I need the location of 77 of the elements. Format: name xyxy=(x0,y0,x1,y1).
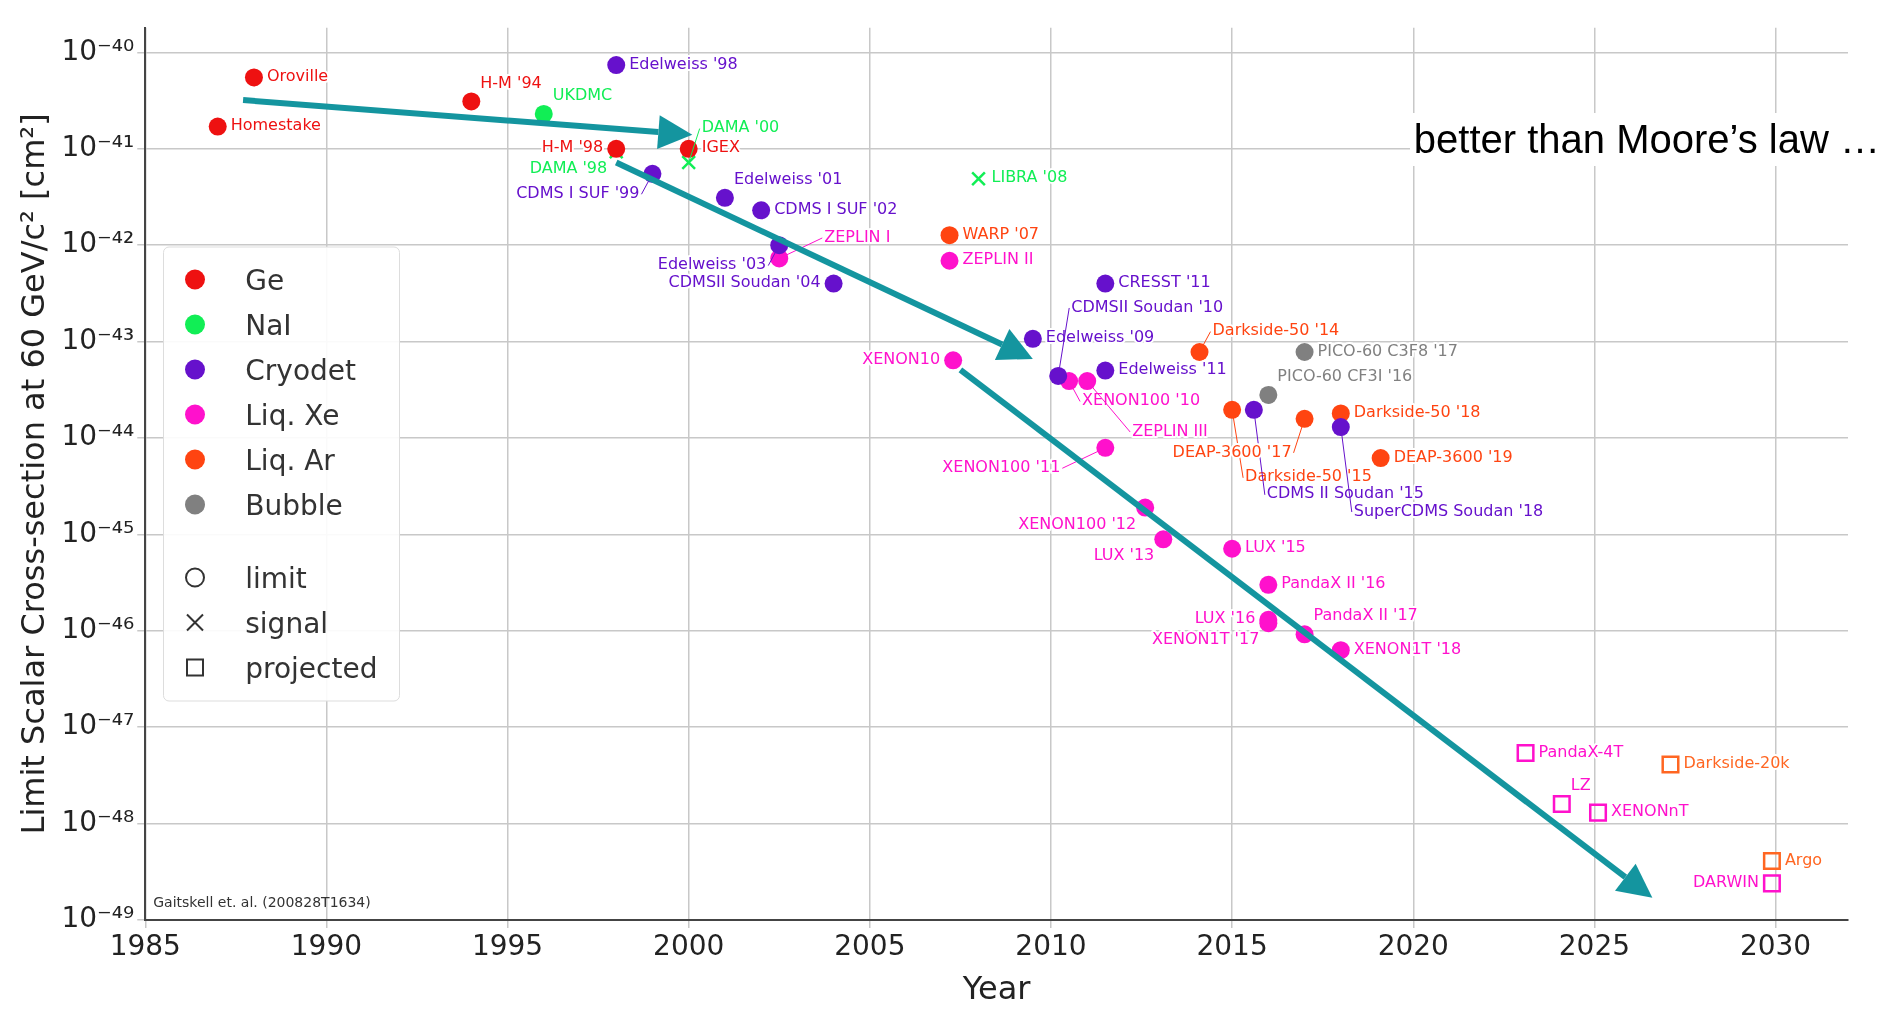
y-tick-label: 10⁻⁴⁵ xyxy=(61,515,135,549)
x-tick-label: 2010 xyxy=(1015,929,1087,963)
y-axis-title: Limit Scalar Cross-section at 60 GeV/c² [cm²] xyxy=(13,113,52,835)
annotation: IGEX xyxy=(701,137,740,157)
annotation: Gaitskell et. al. (200828T1634) xyxy=(153,894,371,910)
annotation: DAMA '98 xyxy=(529,158,608,177)
annotation: Darkside-50 '14 xyxy=(1212,320,1340,340)
y-tick-label: 10⁻⁴⁶ xyxy=(61,612,135,646)
annotation: LUX '15 xyxy=(1245,537,1306,557)
annotation: Homestake xyxy=(230,115,321,135)
annotation: WARP '07 xyxy=(962,223,1040,243)
legend-label: Cryodet xyxy=(245,353,356,387)
annotation: limit xyxy=(245,561,307,595)
x-tick-label: 2015 xyxy=(1196,929,1268,963)
annotation: PandaX II '17 xyxy=(1313,605,1418,625)
annotation: CDMS I SUF '02 xyxy=(774,198,898,218)
annotation: CRESST '11 xyxy=(1118,272,1211,292)
annotation: ZEPLIN I xyxy=(824,226,891,246)
annotation: Darkside-50 '18 xyxy=(1353,402,1481,422)
annotation: DEAP-3600 '19 xyxy=(1393,446,1513,466)
x-tick-label: 1990 xyxy=(290,929,363,963)
annotation: Edelweiss '03 xyxy=(657,254,767,274)
annotation: LUX '16 xyxy=(1194,608,1256,628)
annotation: PICO-60 C3F8 '17 xyxy=(1317,340,1458,360)
annotation: PandaX II '16 xyxy=(1281,573,1386,593)
legend-label: NaI xyxy=(245,308,292,342)
annotation: CDMSII Soudan '04 xyxy=(668,272,821,292)
annotation: XENON100 '11 xyxy=(942,456,1061,476)
x-tick-label: 2020 xyxy=(1377,929,1449,963)
annotation: ZEPLIN III xyxy=(1132,420,1208,440)
x-axis-title: Year xyxy=(961,969,1032,1008)
annotation: better than Moore’s law … xyxy=(1409,112,1880,166)
x-tick-label: 2025 xyxy=(1558,929,1631,963)
annotation: CDMS II Soudan '15 xyxy=(1266,483,1424,503)
annotation: XENONnT xyxy=(1611,801,1689,821)
annotation: CDMSII Soudan '10 xyxy=(1071,296,1224,316)
y-tick-label: 10⁻⁴⁰ xyxy=(61,33,135,67)
annotation: signal xyxy=(245,606,329,640)
annotation: LUX '13 xyxy=(1093,545,1155,565)
annotation: XENON1T '18 xyxy=(1353,638,1462,658)
x-tick-label: 2030 xyxy=(1739,929,1812,963)
y-tick-label: 10⁻⁴³ xyxy=(61,322,135,356)
annotation: XENON100 '12 xyxy=(1018,513,1137,533)
annotation: projected xyxy=(245,651,378,685)
annotation: DARWIN xyxy=(1692,872,1759,891)
annotation: UKDMC xyxy=(552,85,613,105)
annotation: CDMS I SUF '99 xyxy=(516,182,640,202)
legend-label: Bubble xyxy=(245,488,343,522)
y-tick-label: 10⁻⁴² xyxy=(61,226,135,260)
annotation: Darkside-20k xyxy=(1683,753,1791,773)
annotation: PandaX-4T xyxy=(1538,741,1624,761)
annotation: Darkside-50 '15 xyxy=(1245,466,1372,486)
annotation: DAMA '00 xyxy=(701,117,780,137)
annotation: XENON10 xyxy=(862,348,941,368)
legend-label: Liq. Ar xyxy=(245,443,335,477)
legend-label: Liq. Xe xyxy=(245,398,340,432)
y-tick-label: 10⁻⁴¹ xyxy=(61,130,135,164)
y-tick-label: 10⁻⁴⁷ xyxy=(61,708,135,742)
x-tick-label: 2000 xyxy=(653,929,725,963)
annotation: XENON1T '17 xyxy=(1151,629,1260,649)
annotation: Edelweiss '11 xyxy=(1118,359,1227,379)
annotation: H-M '98 xyxy=(541,137,604,157)
annotation: H-M '94 xyxy=(480,72,542,92)
annotation: Argo xyxy=(1784,849,1823,869)
annotation: PICO-60 CF3I '16 xyxy=(1277,366,1413,386)
y-tick-label: 10⁻⁴⁸ xyxy=(61,804,135,838)
annotation: Edelweiss '01 xyxy=(733,169,843,188)
annotation: SuperCDMS Soudan '18 xyxy=(1353,500,1544,520)
legend-label: Ge xyxy=(245,263,285,297)
annotation: ZEPLIN II xyxy=(962,249,1034,269)
annotation: LIBRA '08 xyxy=(991,167,1068,187)
x-tick-label: 2005 xyxy=(834,929,906,963)
y-tick-label: 10⁻⁴⁴ xyxy=(61,419,135,453)
annotation: Edelweiss '98 xyxy=(629,53,738,73)
annotation: LZ xyxy=(1570,775,1591,795)
annotation: Oroville xyxy=(266,66,329,86)
x-tick-label: 1995 xyxy=(471,929,544,963)
